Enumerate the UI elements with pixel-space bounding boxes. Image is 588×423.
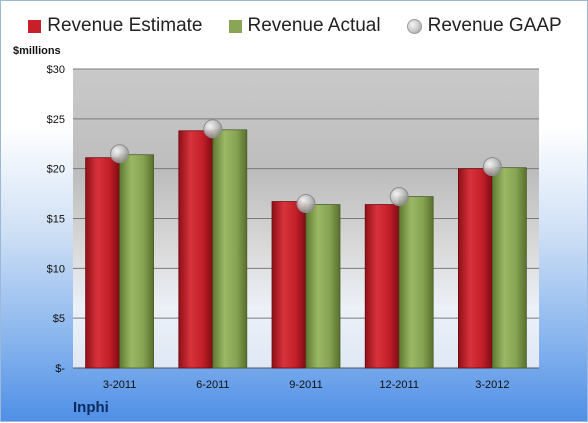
y-axis-ticks: $- $5 $10 $15 $20 $25 $30 <box>47 64 66 375</box>
x-tick-label: 6-2011 <box>196 379 229 391</box>
bar-revenue-estimate <box>364 204 400 369</box>
bar-revenue-estimate <box>457 168 493 369</box>
x-tick-label: 12-2011 <box>379 379 419 391</box>
gaap-marker <box>296 194 316 214</box>
gaap-marker <box>203 119 223 139</box>
y-tick-label: $- <box>55 363 65 375</box>
x-tick-label: 3-2012 <box>475 379 509 391</box>
legend-item-gaap: Revenue GAAP <box>406 15 562 37</box>
bar-revenue-actual <box>305 204 341 369</box>
x-tick-label: 3-2011 <box>103 379 136 391</box>
bar-revenue-estimate <box>271 201 307 369</box>
y-tick-label: $30 <box>47 64 65 76</box>
bars <box>85 129 527 369</box>
bar-revenue-estimate <box>178 130 214 369</box>
y-tick-label: $10 <box>47 263 65 275</box>
y-tick-label: $5 <box>53 313 65 325</box>
bar-revenue-actual <box>491 167 527 369</box>
legend-label-estimate: Revenue Estimate <box>47 15 203 36</box>
legend: Revenue Estimate Revenue Actual Revenue … <box>1 15 588 37</box>
x-tick-label: 9-2011 <box>289 379 322 391</box>
y-axis-unit-label: $millions <box>13 45 61 57</box>
x-axis-ticks: 3-2011 6-2011 9-2011 12-2011 3-2012 <box>103 379 510 391</box>
y-tick-label: $15 <box>47 214 65 226</box>
legend-item-actual: Revenue Actual <box>228 15 381 37</box>
y-tick-label: $20 <box>47 164 65 176</box>
gaap-markers <box>110 119 502 214</box>
legend-swatch-actual <box>228 19 242 33</box>
bar-revenue-actual <box>119 154 154 369</box>
legend-swatch-gaap <box>406 18 422 34</box>
legend-item-estimate: Revenue Estimate <box>28 15 203 37</box>
company-name: Inphi <box>73 399 109 416</box>
legend-swatch-estimate <box>28 19 42 33</box>
legend-label-actual: Revenue Actual <box>247 15 381 36</box>
gaap-marker <box>110 144 130 164</box>
legend-label-gaap: Revenue GAAP <box>427 15 562 36</box>
bar-revenue-actual <box>398 196 434 369</box>
bar-revenue-estimate <box>85 157 120 369</box>
y-tick-label: $25 <box>47 114 65 126</box>
bar-revenue-actual <box>212 129 248 369</box>
gaap-marker <box>389 187 409 207</box>
gaap-marker <box>482 157 502 177</box>
